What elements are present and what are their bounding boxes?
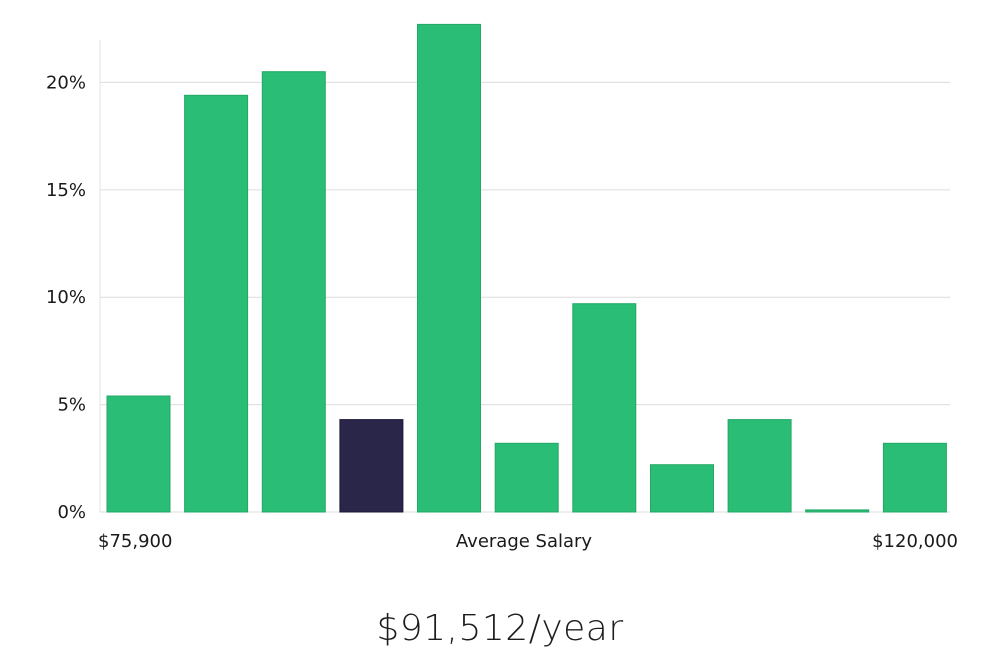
bar [572, 303, 637, 513]
salary-histogram: 0% 5% 10% 15% 20% $75,900 Average Salary $12… [46, 23, 958, 552]
x-axis-title: Average Salary [456, 531, 593, 552]
average-salary-value: $91,512/year [376, 608, 624, 649]
bar-highlighted [339, 419, 404, 513]
y-tick-label: 0% [57, 502, 86, 523]
bars [106, 23, 947, 513]
x-axis-min-label: $75,900 [98, 531, 172, 552]
y-tick-label: 5% [57, 395, 86, 416]
bar [261, 71, 326, 513]
x-axis-max-label: $120,000 [872, 531, 958, 552]
bar [882, 442, 947, 513]
bar [184, 94, 249, 513]
bar [417, 23, 481, 513]
bar [106, 395, 171, 513]
bar [494, 442, 559, 513]
y-tick-label: 15% [46, 180, 86, 201]
y-axis-tick-labels: 0% 5% 10% 15% 20% [46, 72, 86, 523]
bar [727, 419, 792, 513]
y-tick-label: 10% [46, 287, 86, 308]
bar [805, 509, 870, 513]
y-tick-label: 20% [46, 72, 86, 93]
bar [650, 464, 714, 513]
